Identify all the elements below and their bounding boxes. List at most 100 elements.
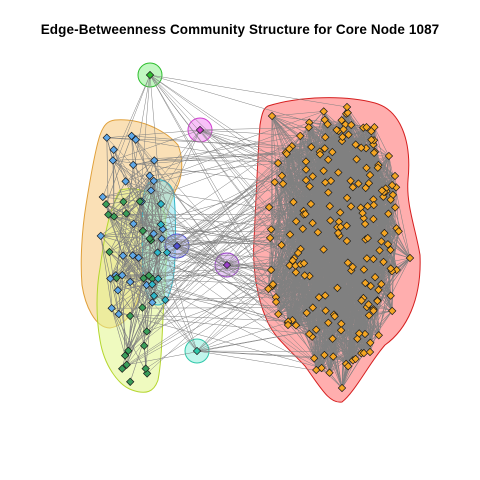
node-large-core — [333, 283, 342, 293]
node-left-orange — [113, 286, 123, 295]
node-large-core — [321, 133, 330, 142]
edge — [122, 164, 134, 256]
node-large-core — [361, 183, 370, 193]
node-large-core — [374, 285, 383, 295]
edge — [153, 175, 283, 296]
node-left-orange — [149, 176, 158, 186]
edge — [341, 140, 379, 166]
edge — [118, 314, 129, 351]
node-top-green — [145, 70, 155, 80]
edge — [270, 229, 315, 359]
node-large-core — [342, 236, 352, 246]
node-large-core — [384, 151, 394, 161]
edge — [287, 124, 328, 326]
edge — [287, 159, 357, 323]
node-large-core — [298, 224, 307, 233]
edge — [196, 322, 288, 352]
node-large-core — [268, 280, 278, 289]
edge — [110, 206, 270, 279]
node-left-orange — [126, 277, 135, 287]
edge — [311, 146, 393, 186]
edge — [123, 201, 322, 369]
node-large-core — [362, 254, 372, 263]
edge — [196, 329, 317, 352]
node-large-core — [308, 218, 317, 228]
edge — [111, 308, 126, 356]
node-large-core — [324, 188, 333, 197]
edge — [110, 278, 297, 326]
node-large-core — [312, 365, 321, 375]
node-large-core — [386, 245, 395, 255]
edge — [316, 297, 364, 330]
node-large-core — [346, 176, 355, 185]
edge — [122, 255, 144, 279]
node-large-core — [343, 258, 353, 267]
node-left-yellowgreen — [125, 311, 135, 321]
node-left-orange — [121, 177, 130, 186]
node-large-core — [377, 186, 387, 195]
node-large-core — [329, 352, 338, 361]
edge — [226, 264, 279, 315]
edge — [126, 302, 153, 365]
node-large-core — [364, 179, 374, 188]
edge — [145, 285, 273, 369]
edge — [176, 245, 288, 323]
edge — [125, 160, 155, 182]
edge — [386, 191, 393, 272]
edge — [122, 285, 273, 369]
edge — [196, 350, 354, 361]
node-large-core — [363, 233, 372, 243]
node-large-core — [370, 273, 380, 282]
edge — [293, 146, 312, 203]
node-large-core — [328, 147, 337, 157]
edge — [388, 155, 411, 259]
edge — [176, 245, 277, 303]
edge — [281, 175, 307, 313]
node-large-core — [325, 368, 334, 377]
edge — [270, 269, 310, 335]
node-large-core — [369, 148, 379, 157]
node-left-orange — [134, 253, 143, 262]
edge — [116, 203, 162, 279]
node-large-core — [369, 195, 378, 204]
edge — [149, 74, 348, 108]
edge — [126, 213, 161, 225]
edge — [121, 275, 126, 356]
edge — [275, 144, 374, 298]
node-left-orange — [114, 309, 123, 319]
node-left-yellowgreen — [122, 209, 131, 218]
edge — [368, 310, 393, 316]
node-left-orange — [96, 231, 105, 241]
node-left-orange — [157, 234, 166, 243]
edge — [154, 160, 164, 230]
node-large-core — [313, 228, 323, 237]
edge — [128, 74, 151, 351]
node-mid-purple — [222, 260, 232, 270]
edge — [153, 122, 310, 182]
edge — [149, 74, 296, 266]
node-left-yellowgreen — [138, 303, 147, 312]
node-large-core — [386, 264, 395, 273]
node-left-cyan — [156, 199, 166, 209]
node-large-core — [344, 130, 353, 139]
edge — [150, 129, 201, 241]
node-large-core — [377, 279, 386, 289]
edge — [291, 129, 337, 147]
node-large-core — [301, 209, 310, 219]
edge — [112, 74, 151, 161]
node-large-core — [375, 246, 384, 255]
node-large-core — [354, 179, 363, 188]
node-left-orange — [128, 251, 137, 260]
node-large-core — [306, 199, 316, 209]
edge — [146, 264, 228, 332]
node-large-core — [386, 291, 395, 300]
node-large-core — [391, 203, 400, 212]
node-large-core — [337, 319, 346, 328]
edge — [277, 162, 391, 251]
edge — [303, 214, 333, 339]
edge — [370, 284, 382, 343]
node-large-core — [364, 300, 373, 309]
node-large-core — [360, 219, 370, 229]
